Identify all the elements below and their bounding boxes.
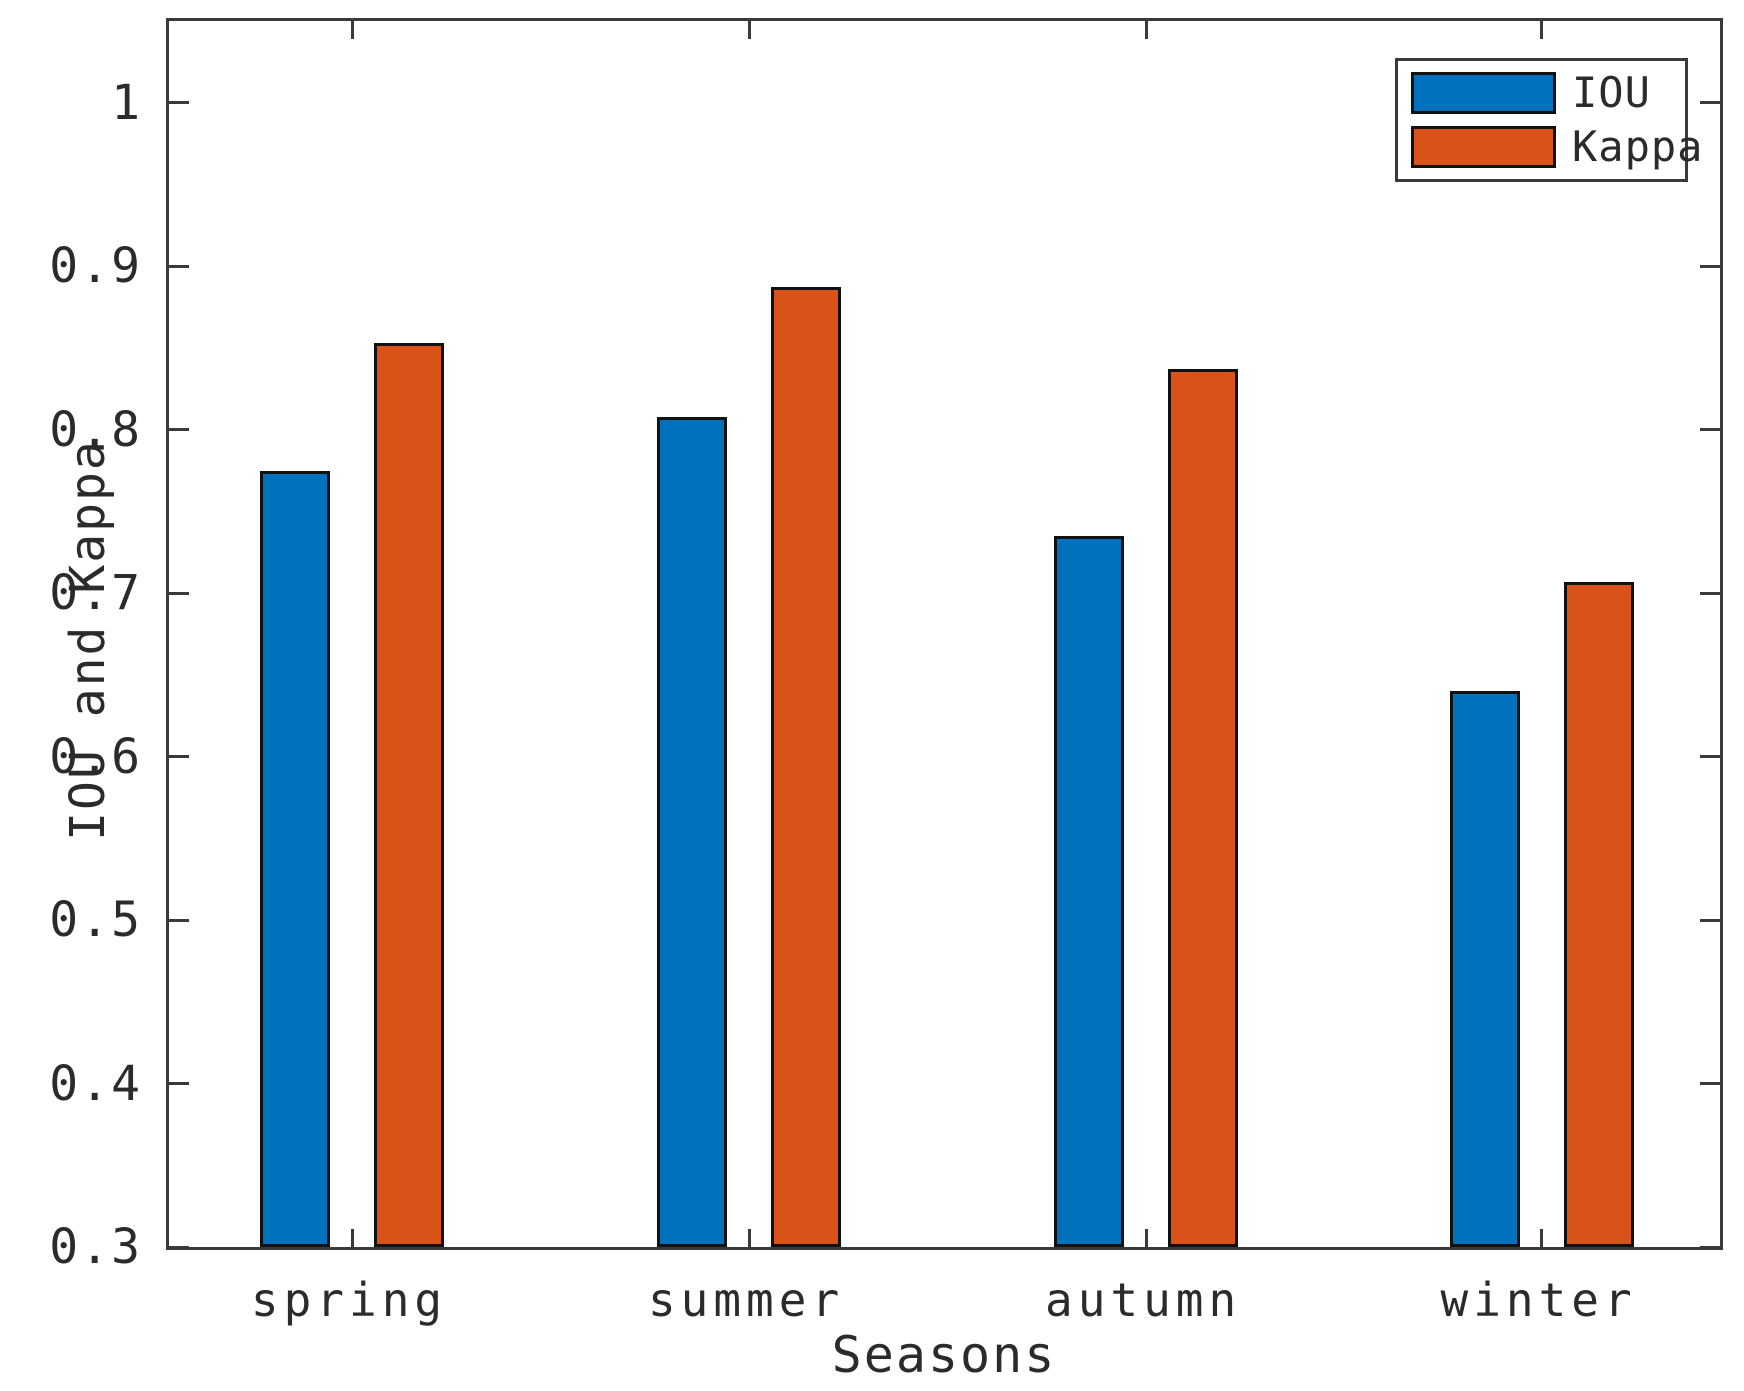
- y-tick-left: [169, 264, 189, 268]
- y-tick-left: [169, 918, 189, 922]
- y-tick-label: 0.7: [49, 565, 142, 622]
- y-tick-label: 1: [111, 74, 142, 131]
- legend-item-iou: IOU: [1411, 68, 1685, 118]
- bar-kappa-winter: [1563, 581, 1634, 1247]
- x-tick-top: [1540, 21, 1544, 39]
- bar-kappa-autumn: [1168, 369, 1239, 1247]
- y-tick-left: [169, 101, 189, 105]
- legend-swatch-kappa: [1411, 125, 1556, 168]
- x-tick-label: winter: [1440, 1273, 1637, 1327]
- y-tick-left: [169, 1245, 189, 1249]
- x-tick-bottom: [1540, 1229, 1544, 1247]
- legend: IOU Kappa: [1395, 58, 1702, 182]
- y-tick-left: [169, 591, 189, 595]
- bar-kappa-spring: [374, 343, 445, 1247]
- y-tick-right: [1700, 428, 1720, 432]
- x-tick-label: summer: [647, 1273, 845, 1327]
- bar-iou-summer: [657, 416, 728, 1247]
- y-tick-label: 0.6: [49, 728, 142, 785]
- y-tick-label: 0.8: [49, 401, 142, 458]
- bar-iou-autumn: [1054, 535, 1125, 1247]
- y-tick-right: [1700, 755, 1720, 759]
- legend-item-kappa: Kappa: [1411, 125, 1702, 168]
- x-tick-top: [1144, 21, 1148, 39]
- legend-label-kappa: Kappa: [1572, 121, 1704, 171]
- y-tick-right: [1700, 1245, 1720, 1249]
- y-tick-left: [169, 428, 189, 432]
- x-axis-label: Seasons: [831, 1326, 1057, 1384]
- y-tick-right: [1700, 591, 1720, 595]
- x-tick-top: [350, 21, 354, 39]
- legend-label-iou: IOU: [1572, 68, 1651, 118]
- y-tick-label: 0.4: [49, 1055, 142, 1112]
- x-tick-bottom: [350, 1229, 354, 1247]
- legend-swatch-iou: [1411, 72, 1556, 115]
- y-tick-label: 0.9: [49, 238, 142, 295]
- bar-iou-spring: [260, 470, 331, 1247]
- y-tick-right: [1700, 264, 1720, 268]
- x-tick-label: spring: [250, 1273, 448, 1327]
- y-tick-label: 0.5: [49, 892, 142, 949]
- bar-iou-winter: [1449, 691, 1520, 1247]
- y-tick-label: 0.3: [49, 1219, 142, 1275]
- y-tick-right: [1700, 1082, 1720, 1086]
- y-tick-left: [169, 1082, 189, 1086]
- x-tick-label: autumn: [1045, 1273, 1242, 1327]
- bar-kappa-summer: [771, 287, 842, 1247]
- y-tick-right: [1700, 101, 1720, 105]
- y-tick-right: [1700, 918, 1720, 922]
- x-tick-bottom: [747, 1229, 751, 1247]
- x-tick-top: [747, 21, 751, 39]
- y-tick-left: [169, 755, 189, 759]
- plot-area: [166, 18, 1723, 1250]
- x-tick-bottom: [1144, 1229, 1148, 1247]
